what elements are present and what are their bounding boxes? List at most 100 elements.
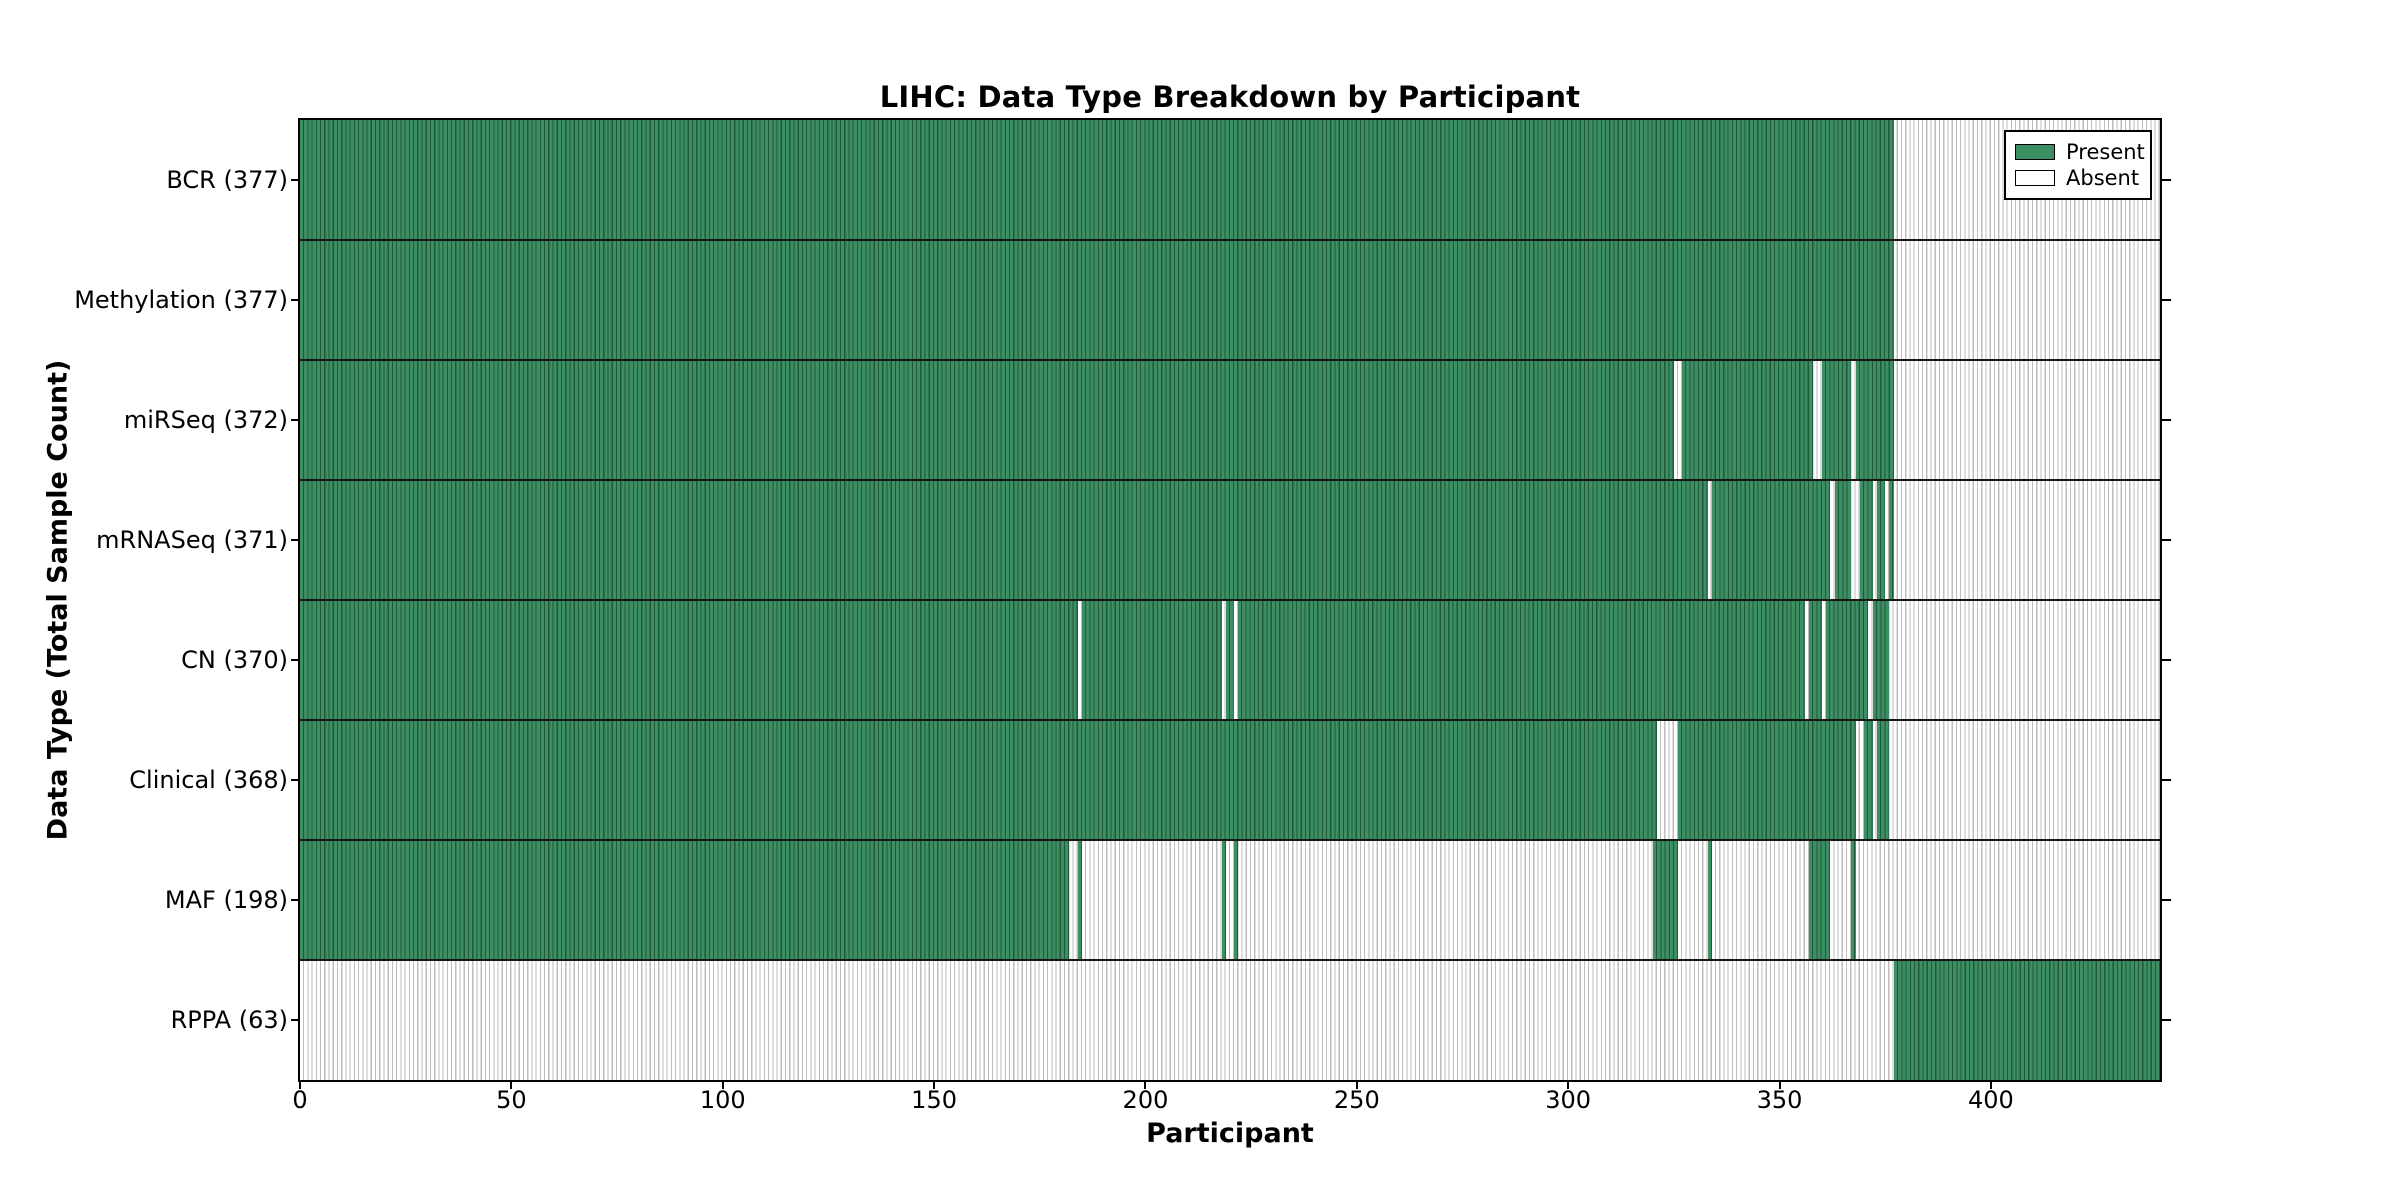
row-separator [300, 959, 2160, 961]
y-tick-label: Methylation (377) [74, 286, 288, 314]
y-tick-mark [291, 299, 300, 301]
present-segment [1872, 600, 1890, 720]
row-separator [300, 359, 2160, 361]
y-tick-label: BCR (377) [166, 166, 288, 194]
x-tick-label: 100 [699, 1086, 746, 1114]
present-segment [1826, 600, 1869, 720]
present-segment [300, 120, 1894, 240]
present-segment [300, 360, 1674, 480]
data-row-CN [300, 600, 2160, 720]
present-segment [300, 480, 1708, 600]
y-tick-mark [291, 659, 300, 661]
y-tick-label: RPPA (63) [170, 1006, 288, 1034]
present-segment [1893, 960, 2160, 1080]
present-segment [1859, 480, 1873, 600]
y-tick-mark [291, 419, 300, 421]
present-segment [1707, 840, 1712, 960]
present-segment [1834, 480, 1852, 600]
x-tick-label: 400 [1968, 1086, 2014, 1114]
y-tick-mark [291, 899, 300, 901]
data-row-MAF [300, 840, 2160, 960]
present-segment [300, 720, 1657, 840]
legend: Present Absent [2004, 130, 2152, 200]
y-tick-label: miRSeq (372) [123, 406, 288, 434]
legend-label-present: Present [2066, 140, 2145, 164]
y-tick-mark [2162, 779, 2171, 781]
present-segment [1678, 720, 1856, 840]
data-row-RPPA [300, 960, 2160, 1080]
y-tick-label: Clinical (368) [129, 766, 288, 794]
x-tick-label: 0 [292, 1086, 308, 1114]
y-tick-mark [291, 1019, 300, 1021]
data-row-Methylation [300, 240, 2160, 360]
y-tick-mark [2162, 299, 2171, 301]
x-tick-label: 50 [496, 1086, 527, 1114]
x-tick-mark [1989, 1080, 1992, 1089]
x-tick-mark [1567, 1080, 1570, 1089]
x-tick-label: 250 [1333, 1086, 1380, 1114]
y-tick-mark [2162, 659, 2171, 661]
present-segment [300, 840, 1070, 960]
y-tick-mark [2162, 179, 2171, 181]
data-row-miRSeq [300, 360, 2160, 480]
legend-label-absent: Absent [2066, 166, 2140, 190]
present-segment [300, 240, 1894, 360]
present-segment [1652, 840, 1679, 960]
chart-title: LIHC: Data Type Breakdown by Participant [879, 80, 1581, 114]
y-tick-mark [2162, 539, 2171, 541]
legend-swatch-absent-icon [2015, 170, 2055, 186]
y-tick-label: mRNASeq (371) [96, 526, 288, 554]
y-tick-label: CN (370) [181, 646, 288, 674]
legend-entry-absent: Absent [2015, 165, 2141, 191]
row-separator [300, 479, 2160, 481]
present-segment [1889, 480, 1894, 600]
row-separator [300, 839, 2160, 841]
present-segment [1864, 720, 1873, 840]
present-segment [1855, 360, 1894, 480]
x-tick-label: 350 [1756, 1086, 1803, 1114]
data-row-BCR [300, 120, 2160, 240]
x-tick-mark [933, 1080, 936, 1089]
row-separator [300, 239, 2160, 241]
present-segment [1077, 840, 1083, 960]
y-tick-mark [2162, 1019, 2171, 1021]
legend-entry-present: Present [2015, 139, 2145, 165]
present-segment [1876, 480, 1886, 600]
row-separator [300, 599, 2160, 601]
x-tick-label: 300 [1545, 1086, 1592, 1114]
y-tick-mark [2162, 899, 2171, 901]
y-tick-label: MAF (198) [164, 886, 288, 914]
x-tick-mark [721, 1080, 724, 1089]
present-segment [1809, 840, 1831, 960]
present-segment [1851, 840, 1856, 960]
y-tick-mark [291, 779, 300, 781]
plot-area [298, 118, 2162, 1082]
y-tick-mark [291, 539, 300, 541]
data-row-mRNASeq [300, 480, 2160, 600]
x-tick-label: 200 [1122, 1086, 1169, 1114]
present-segment [1711, 480, 1831, 600]
y-tick-mark [2162, 419, 2171, 421]
row-separator [300, 719, 2160, 721]
present-segment [1821, 360, 1852, 480]
y-tick-mark [291, 179, 300, 181]
x-tick-mark [1778, 1080, 1781, 1089]
present-segment [1082, 600, 1222, 720]
x-tick-mark [1355, 1080, 1358, 1089]
present-segment [1238, 600, 1805, 720]
x-tick-mark [1144, 1080, 1147, 1089]
present-segment [1682, 360, 1814, 480]
present-segment [1876, 720, 1890, 840]
present-segment [1225, 600, 1235, 720]
data-row-Clinical [300, 720, 2160, 840]
present-segment [1234, 840, 1239, 960]
x-tick-mark [510, 1080, 513, 1089]
legend-swatch-present-icon [2015, 144, 2055, 160]
present-segment [1809, 600, 1822, 720]
present-segment [1221, 840, 1226, 960]
x-axis-label: Participant [1146, 1118, 1314, 1149]
x-tick-label: 150 [911, 1086, 957, 1114]
present-segment [300, 600, 1078, 720]
x-tick-mark [299, 1080, 301, 1089]
